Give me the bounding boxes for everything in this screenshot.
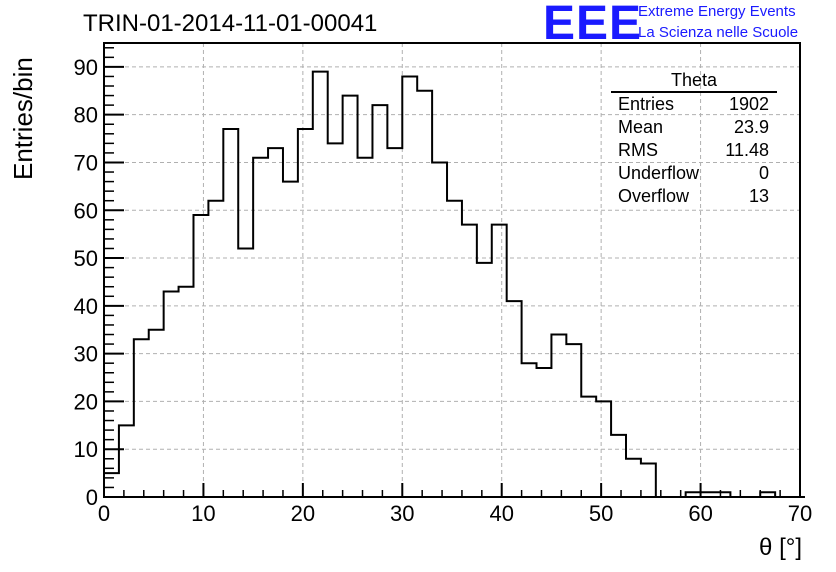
- plot-frame: [103, 42, 801, 498]
- stats-value: 0: [758, 163, 769, 183]
- y-tick-label: 40: [74, 294, 98, 319]
- axis-ticks: [103, 47, 801, 498]
- stats-row-mean: Mean 23.9: [611, 116, 777, 139]
- stats-value: 13: [748, 186, 769, 206]
- x-tick-label: 30: [390, 501, 414, 526]
- stats-label: Underflow: [618, 163, 700, 183]
- logo-line-2: La Scienza nelle Scuole: [638, 24, 799, 41]
- stats-value: 11.48: [725, 140, 769, 160]
- stats-value: 1902: [728, 94, 769, 114]
- x-tick-label: 10: [191, 501, 215, 526]
- stats-label: Mean: [618, 117, 664, 137]
- y-tick-label: 90: [74, 55, 98, 80]
- y-tick-label: 20: [74, 389, 98, 414]
- y-axis-label: Entries/bin: [8, 57, 38, 180]
- stats-title: Theta: [611, 70, 777, 93]
- y-tick-label: 80: [74, 103, 98, 128]
- grid-lines: [104, 43, 800, 497]
- x-tick-label: 20: [291, 501, 315, 526]
- stats-value: 23.9: [733, 117, 769, 137]
- logo-line-1: Extreme Energy Events: [638, 3, 796, 20]
- stats-row-rms: RMS 11.48: [611, 139, 777, 162]
- y-tick-label: 10: [74, 437, 98, 462]
- y-tick-label: 50: [74, 246, 98, 271]
- stats-row-underflow: Underflow 0: [611, 162, 777, 185]
- stats-row-entries: Entries 1902: [611, 93, 777, 116]
- histogram-series-theta: [103, 70, 805, 498]
- stats-box: Theta Entries 1902 Mean 23.9 RMS 11.48 U…: [611, 70, 777, 208]
- stats-row-overflow: Overflow 13: [611, 185, 777, 208]
- y-tick-label: 30: [74, 342, 98, 367]
- x-axis-label: θ [°]: [759, 534, 802, 561]
- y-tick-label: 0: [86, 485, 98, 510]
- x-tick-label: 70: [788, 501, 812, 526]
- y-tick-label: 60: [74, 198, 98, 223]
- x-tick-label: 50: [589, 501, 613, 526]
- y-tick-label: 70: [74, 150, 98, 175]
- stats-label: RMS: [618, 140, 658, 160]
- x-tick-label: 60: [688, 501, 712, 526]
- x-tick-label: 0: [98, 501, 110, 526]
- eee-logo: EEE: [543, 0, 643, 50]
- stats-label: Overflow: [618, 186, 690, 206]
- x-tick-label: 40: [489, 501, 513, 526]
- axis-tick-labels: 0 10 20 30 40 50 60 70 0 10 20 30 40 50 60 70 80 90: [74, 55, 813, 526]
- chart-title: TRIN-01-2014-11-01-00041: [83, 10, 378, 37]
- stats-label: Entries: [618, 94, 675, 114]
